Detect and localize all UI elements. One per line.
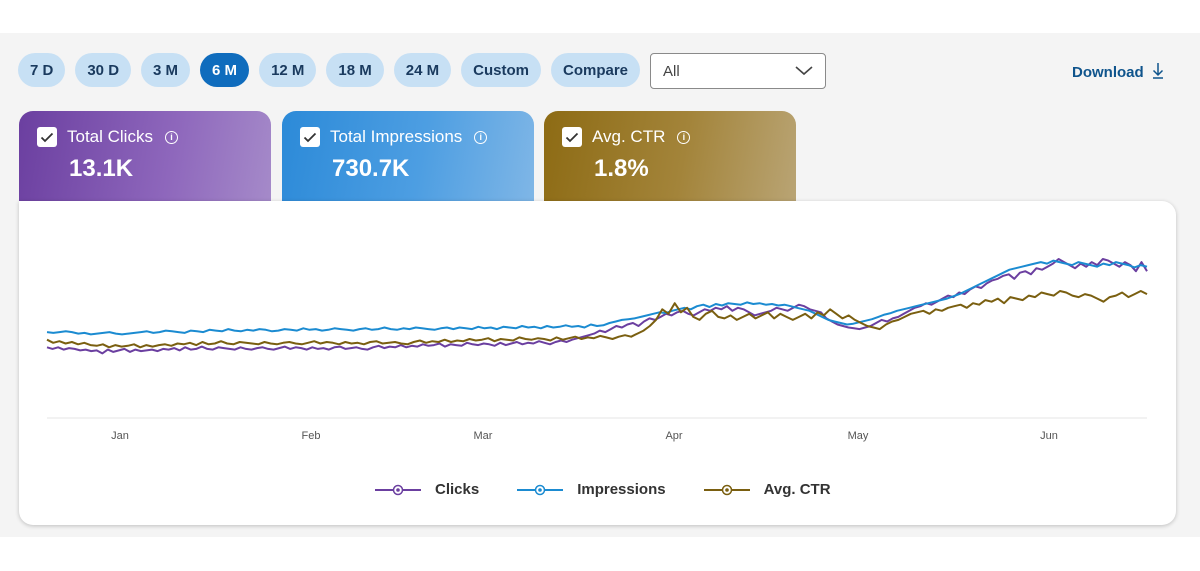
range-7d-button[interactable]: 7 D <box>18 53 66 87</box>
x-tick-label: Apr <box>665 430 682 442</box>
impressions-card-value: 730.7K <box>332 155 410 182</box>
impressions-checkbox[interactable] <box>300 127 320 147</box>
series-line-clicks[interactable] <box>46 258 1148 355</box>
clicks-card-label: Total Clicks <box>67 127 153 146</box>
legend-ctr-label: Avg. CTR <box>763 481 831 498</box>
info-icon[interactable]: i <box>164 130 178 144</box>
filter-dropdown[interactable]: All <box>650 53 826 89</box>
chevron-down-icon <box>795 63 813 80</box>
x-tick-label: Mar <box>474 430 493 442</box>
x-tick-label: Feb <box>302 430 321 442</box>
clicks-checkbox[interactable] <box>37 127 57 147</box>
range-18m-button[interactable]: 18 M <box>326 53 384 87</box>
range-12m-button[interactable]: 12 M <box>259 53 317 87</box>
range-3m-button[interactable]: 3 M <box>141 53 191 87</box>
download-icon <box>1152 62 1164 83</box>
avg-ctr-card[interactable]: Avg. CTR i 1.8% <box>544 111 796 201</box>
range-compare-button[interactable]: Compare <box>550 53 641 87</box>
series-line-impressions[interactable] <box>46 259 1148 336</box>
legend-ctr-marker <box>703 484 750 495</box>
download-button[interactable]: Download <box>1072 62 1164 83</box>
legend-clicks-marker <box>375 484 421 495</box>
legend-clicks[interactable]: Clicks <box>375 481 479 498</box>
range-24m-button[interactable]: 24 M <box>393 53 452 87</box>
impressions-card-label: Total Impressions <box>330 127 463 146</box>
info-icon[interactable]: i <box>474 130 488 144</box>
clicks-card-value: 13.1K <box>69 155 134 182</box>
range-30d-button[interactable]: 30 D <box>75 53 132 87</box>
legend-clicks-label: Clicks <box>435 481 480 498</box>
range-custom-button[interactable]: Custom <box>461 53 541 87</box>
ctr-checkbox[interactable] <box>562 127 582 147</box>
chart-card: Jan Feb Mar Apr May Jun Clicks Impressions Av… <box>19 201 1176 525</box>
line-chart: Jan Feb Mar Apr May Jun <box>46 258 1148 442</box>
filter-dropdown-value: All <box>663 62 680 80</box>
legend-impressions[interactable]: Impressions <box>517 481 666 498</box>
chart-legend: Clicks Impressions Avg. CTR <box>375 481 831 498</box>
x-tick-label: May <box>848 430 869 442</box>
x-tick-label: Jan <box>111 430 129 442</box>
legend-ctr[interactable]: Avg. CTR <box>703 481 831 498</box>
info-icon[interactable]: i <box>677 130 691 144</box>
range-6m-button[interactable]: 6 M <box>200 53 250 87</box>
legend-impressions-label: Impressions <box>577 481 666 498</box>
x-tick-label: Jun <box>1040 430 1058 442</box>
download-label: Download <box>1072 64 1144 81</box>
total-clicks-card[interactable]: Total Clicks i 13.1K <box>19 111 271 201</box>
range-button-group: 7 D 30 D 3 M 6 M 12 M 18 M 24 M Custom C… <box>18 53 641 89</box>
total-impressions-card[interactable]: Total Impressions i 730.7K <box>282 111 534 201</box>
legend-impressions-marker <box>517 484 564 495</box>
series-line-avg-ctr[interactable] <box>46 290 1148 349</box>
ctr-card-label: Avg. CTR <box>592 127 666 146</box>
ctr-card-value: 1.8% <box>594 155 649 182</box>
